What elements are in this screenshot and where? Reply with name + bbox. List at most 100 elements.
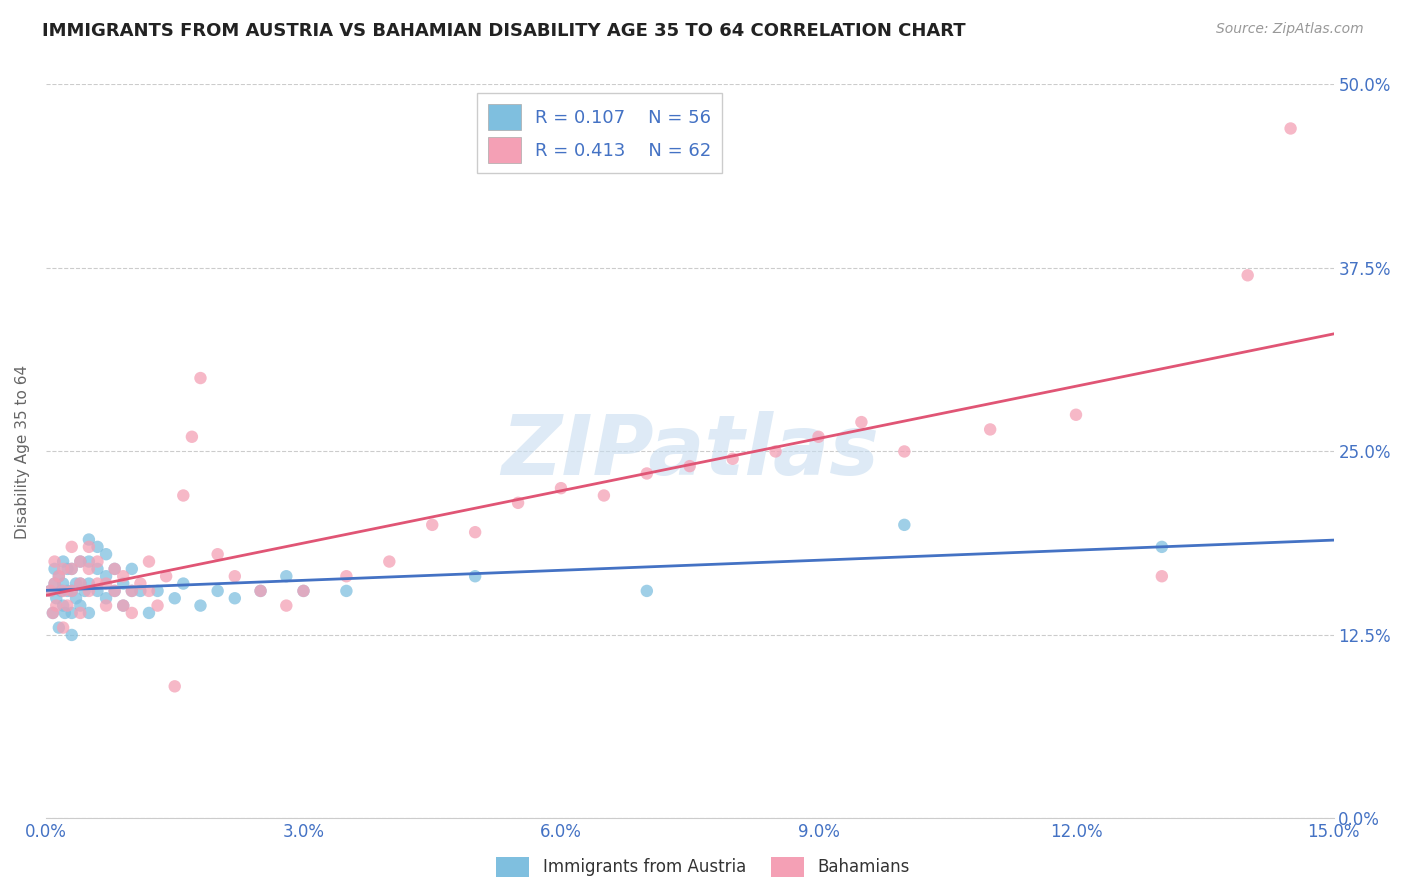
Point [112,576,135,591]
Point [420,517,443,532]
Point [52,562,75,576]
Text: Source: ZipAtlas.com: Source: ZipAtlas.com [1216,22,1364,37]
Point [550,481,572,495]
Point [44,576,66,591]
Point [60,583,83,598]
Point [224,569,246,583]
Point [44,555,66,569]
Point [53,606,76,620]
Point [190,371,212,385]
Point [77,533,100,547]
Point [249,583,271,598]
Point [893,444,915,458]
Point [121,562,143,576]
Point [48,621,70,635]
Point [807,430,830,444]
Point [721,451,744,466]
Point [94,591,117,606]
Point [44,576,66,591]
Point [276,599,298,613]
Point [94,569,117,583]
Point [45,591,67,606]
Point [39,583,62,598]
Point [146,583,169,598]
Point [1150,569,1173,583]
Point [146,599,169,613]
Point [69,555,91,569]
Point [129,583,152,598]
Point [893,517,915,532]
Point [679,459,702,474]
Point [138,583,160,598]
Point [69,576,91,591]
Point [121,606,143,620]
Point [112,599,135,613]
Point [42,606,65,620]
Point [77,540,100,554]
Point [172,576,194,591]
Point [104,583,127,598]
Point [69,599,91,613]
Point [224,591,246,606]
Point [52,576,75,591]
Point [979,422,1001,436]
Point [77,576,100,591]
Point [69,576,91,591]
Point [44,562,66,576]
Point [851,415,873,429]
Point [249,583,271,598]
Point [56,583,79,598]
Point [48,569,70,583]
Point [86,562,108,576]
Point [94,576,117,591]
Point [56,599,79,613]
Legend: R = 0.107    N = 56, R = 0.413    N = 62: R = 0.107 N = 56, R = 0.413 N = 62 [477,94,723,173]
Point [765,444,787,458]
Point [464,525,486,540]
Point [51,583,73,598]
Point [56,562,79,576]
Point [60,583,83,598]
Legend: Immigrants from Austria, Bahamians: Immigrants from Austria, Bahamians [489,850,917,884]
Point [378,555,401,569]
Point [77,606,100,620]
Point [276,569,298,583]
Text: ZIPatlas: ZIPatlas [501,411,879,492]
Point [60,606,83,620]
Point [155,569,177,583]
Point [112,569,135,583]
Point [65,591,87,606]
Point [104,562,127,576]
Point [1236,268,1258,283]
Point [69,606,91,620]
Point [86,583,108,598]
Point [292,583,315,598]
Point [39,583,62,598]
Point [207,547,229,561]
Point [86,555,108,569]
Point [52,599,75,613]
Point [45,599,67,613]
Point [1150,540,1173,554]
Point [1279,121,1302,136]
Point [94,599,117,613]
Point [172,488,194,502]
Point [86,540,108,554]
Point [335,583,357,598]
Point [335,569,357,583]
Point [86,576,108,591]
Point [42,606,65,620]
Point [129,576,152,591]
Point [190,599,212,613]
Point [121,583,143,598]
Point [121,583,143,598]
Point [94,547,117,561]
Point [52,555,75,569]
Point [163,679,186,693]
Point [292,583,315,598]
Point [60,562,83,576]
Point [69,555,91,569]
Point [104,583,127,598]
Point [77,555,100,569]
Point [506,496,529,510]
